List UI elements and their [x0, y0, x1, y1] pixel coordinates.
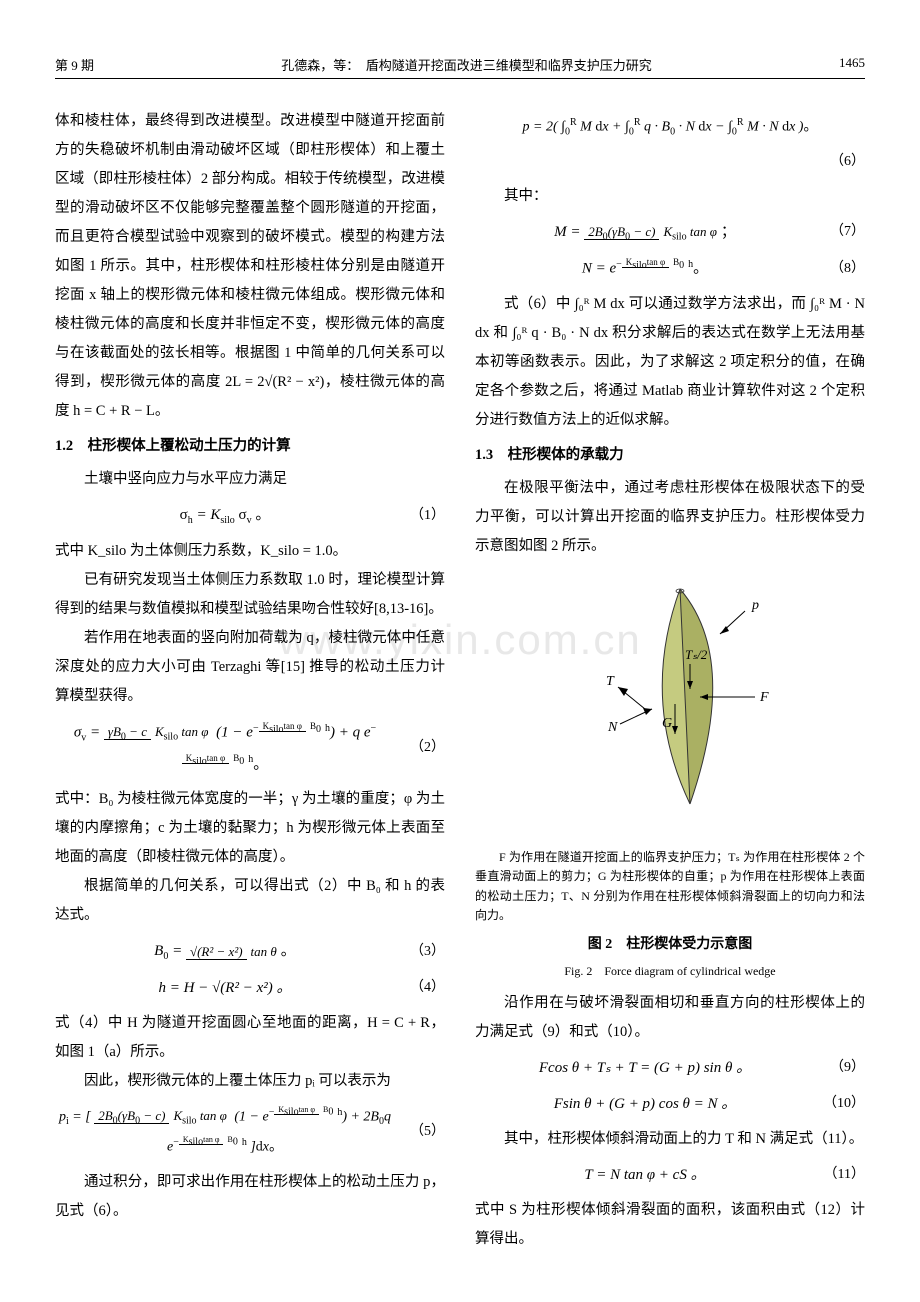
- equation-number: （10）: [815, 1090, 865, 1118]
- equation-number: （4）: [395, 974, 445, 1002]
- label-n: N: [607, 720, 618, 735]
- equation-number: （9）: [815, 1054, 865, 1082]
- equation-number: （7）: [815, 218, 865, 246]
- equation-number: （3）: [395, 938, 445, 966]
- label-f: F: [759, 690, 769, 705]
- paragraph: 式中 S 为柱形楔体倾斜滑裂面的面积，该面积由式（12）计算得出。: [475, 1196, 865, 1254]
- equation: Fsin θ + (G + p) cos θ = N 。 （10）: [475, 1089, 865, 1119]
- equation-body: p = 2( ∫0R M dx + ∫0R q · B0 · N dx − ∫0…: [475, 113, 865, 142]
- equation-body: M = 2B0(γB0 − c)Ksilo tan φ；: [475, 217, 815, 247]
- equation: σv = γB0 − cKsilo tan φ (1 − e−Ksilotan …: [55, 717, 445, 779]
- right-column: p = 2( ∫0R M dx + ∫0R q · B0 · N dx − ∫0…: [475, 107, 865, 1254]
- paragraph: 通过积分，即可求出作用在柱形楔体上的松动土压力 p，见式（6）。: [55, 1168, 445, 1226]
- equation-body: Fcos θ + Tₛ + T = (G + p) sin θ 。: [475, 1053, 815, 1083]
- paragraph: 在极限平衡法中，通过考虑柱形楔体在极限状态下的受力平衡，可以计算出开挖面的临界支…: [475, 474, 865, 561]
- paragraph: 土壤中竖向应力与水平应力满足: [55, 465, 445, 494]
- equation-body: Fsin θ + (G + p) cos θ = N 。: [475, 1089, 815, 1119]
- equation: M = 2B0(γB0 − c)Ksilo tan φ； （7）: [475, 217, 865, 247]
- paragraph: 已有研究发现当土体侧压力系数取 1.0 时，理论模型计算得到的结果与数值模拟和模…: [55, 566, 445, 624]
- equation-number: （1）: [395, 502, 445, 530]
- equation: σh = Ksilo σv 。 （1）: [55, 500, 445, 531]
- paragraph: 式中 K_silo 为土体侧压力系数，K_silo = 1.0。: [55, 537, 445, 566]
- label-t: T: [606, 674, 615, 689]
- equation-number: （11）: [815, 1161, 865, 1189]
- paragraph: 式（4）中 H 为隧道开挖面圆心至地面的距离，H = C + R，如图 1（a）…: [55, 1009, 445, 1067]
- equation: pi = [ 2B0(γB0 − c)Ksilo tan φ (1 − e−Ks…: [55, 1102, 445, 1161]
- equation-body: σv = γB0 − cKsilo tan φ (1 − e−Ksilotan …: [55, 717, 395, 779]
- section-heading: 1.2 柱形楔体上覆松动土压力的计算: [55, 432, 445, 461]
- equation-number: （2）: [395, 734, 445, 762]
- equation: p = 2( ∫0R M dx + ∫0R q · B0 · N dx − ∫0…: [475, 113, 865, 142]
- equation: Fcos θ + Tₛ + T = (G + p) sin θ 。 （9）: [475, 1053, 865, 1083]
- paragraph: 式中：B₀ 为棱柱微元体宽度的一半；γ 为土壤的重度；φ 为土壤的内摩擦角；c …: [55, 785, 445, 872]
- equation-body: h = H − √(R² − x²) 。: [55, 973, 395, 1003]
- equation-number: （5）: [395, 1118, 445, 1146]
- page-number: 1465: [839, 55, 865, 74]
- equation-num-row: （6）: [475, 148, 865, 176]
- paragraph: 因此，楔形微元体的上覆土体压力 pᵢ 可以表示为: [55, 1067, 445, 1096]
- figure-title-en: Fig. 2 Force diagram of cylindrical wedg…: [475, 959, 865, 983]
- section-heading: 1.3 柱形楔体的承载力: [475, 441, 865, 470]
- issue-number: 第 9 期: [55, 55, 94, 74]
- paragraph: 其中，柱形楔体倾斜滑动面上的力 T 和 N 满足式（11）。: [475, 1125, 865, 1154]
- equation-body: N = e−Ksilotan φB0h。: [475, 253, 815, 284]
- equation-body: σh = Ksilo σv 。: [55, 500, 395, 531]
- paragraph: 式（6）中 ∫₀ᴿ M dx 可以通过数学方法求出，而 ∫₀ᴿ M · N dx…: [475, 290, 865, 435]
- paragraph: 沿作用在与破坏滑裂面相切和垂直方向的柱形楔体上的力满足式（9）和式（10）。: [475, 989, 865, 1047]
- equation-number: （6）: [815, 148, 865, 176]
- equation-body: T = N tan φ + cS 。: [475, 1160, 815, 1190]
- paragraph: 根据简单的几何关系，可以得出式（2）中 B₀ 和 h 的表达式。: [55, 872, 445, 930]
- paragraph: 体和棱柱体，最终得到改进模型。改进模型中隧道开挖面前方的失稳破坏机制由滑动破坏区…: [55, 107, 445, 426]
- page-header: 第 9 期 孔德森，等： 盾构隧道开挖面改进三维模型和临界支护压力研究 1465: [55, 55, 865, 79]
- left-column: 体和棱柱体，最终得到改进模型。改进模型中隧道开挖面前方的失稳破坏机制由滑动破坏区…: [55, 107, 445, 1254]
- paragraph: 若作用在地表面的竖向附加荷载为 q，棱柱微元体中任意深度处的应力大小可由 Ter…: [55, 624, 445, 711]
- figure-2: p Tₛ/2 T N: [475, 569, 865, 840]
- paragraph: 其中：: [475, 182, 865, 211]
- wedge-diagram: p Tₛ/2 T N: [540, 569, 800, 829]
- equation: h = H − √(R² − x²) 。 （4）: [55, 973, 445, 1003]
- label-p: p: [751, 598, 759, 613]
- figure-caption: F 为作用在隧道开挖面上的临界支护压力；Tₛ 为作用在柱形楔体 2 个垂直滑动面…: [475, 848, 865, 925]
- equation: B0 = √(R² − x²)tan θ。 （3）: [55, 936, 445, 967]
- equation: T = N tan φ + cS 。 （11）: [475, 1160, 865, 1190]
- label-g: G: [662, 716, 672, 731]
- equation: N = e−Ksilotan φB0h。 （8）: [475, 253, 865, 284]
- equation-number: （8）: [815, 255, 865, 283]
- equation-body: B0 = √(R² − x²)tan θ。: [55, 936, 395, 967]
- equation-body: pi = [ 2B0(γB0 − c)Ksilo tan φ (1 − e−Ks…: [55, 1102, 395, 1161]
- label-ts: Tₛ/2: [685, 647, 708, 662]
- article-title: 孔德森，等： 盾构隧道开挖面改进三维模型和临界支护压力研究: [281, 55, 652, 74]
- figure-title-cn: 图 2 柱形楔体受力示意图: [475, 931, 865, 959]
